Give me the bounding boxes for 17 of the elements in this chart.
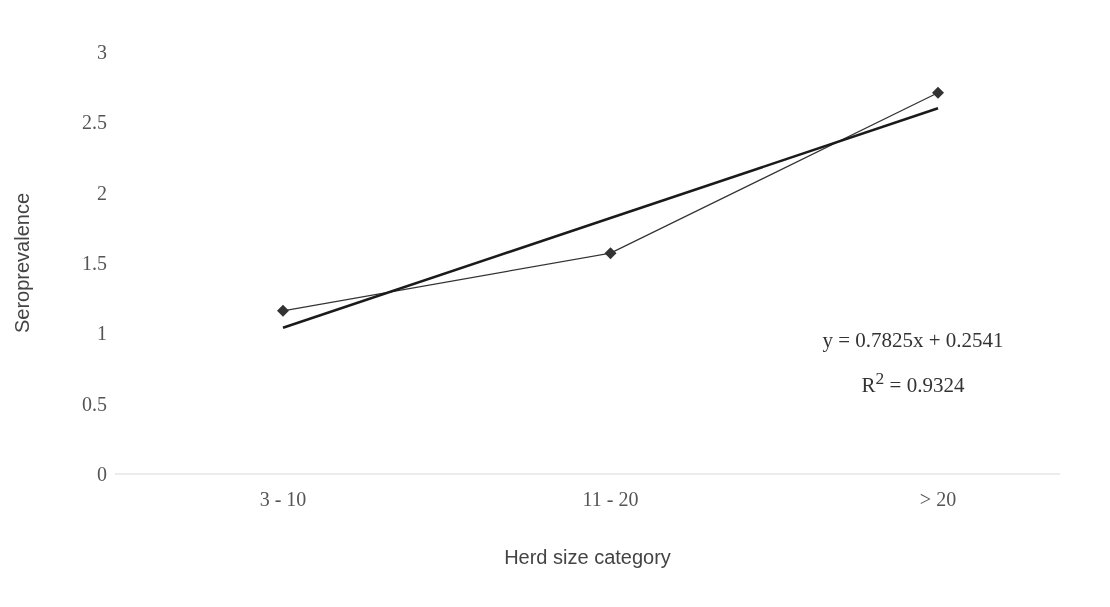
x-axis-title: Herd size category	[504, 546, 671, 568]
x-tick-label: > 20	[919, 488, 957, 511]
annotation: R$^{2}$ = 0.9324	[860, 368, 966, 398]
y-tick-label: 1	[97, 322, 107, 345]
point	[604, 247, 617, 260]
point	[932, 86, 944, 99]
y-tick-label: 1.5	[82, 252, 107, 275]
annotation: y = 0.7825x + 0.2541	[821, 328, 1005, 353]
x-tick-label: 3 - 10	[259, 488, 307, 511]
y-axis-title: Seroprevalence	[11, 192, 34, 334]
y-tick-label: 0	[97, 463, 107, 486]
y-tick-label: 2.5	[82, 111, 107, 134]
x-tick-label: 11 - 20	[582, 488, 639, 511]
y-tick-label: 3	[97, 41, 107, 64]
y-tick-label: 2	[97, 181, 107, 204]
point	[277, 304, 289, 317]
y-tick-label: 0.5	[82, 392, 107, 415]
